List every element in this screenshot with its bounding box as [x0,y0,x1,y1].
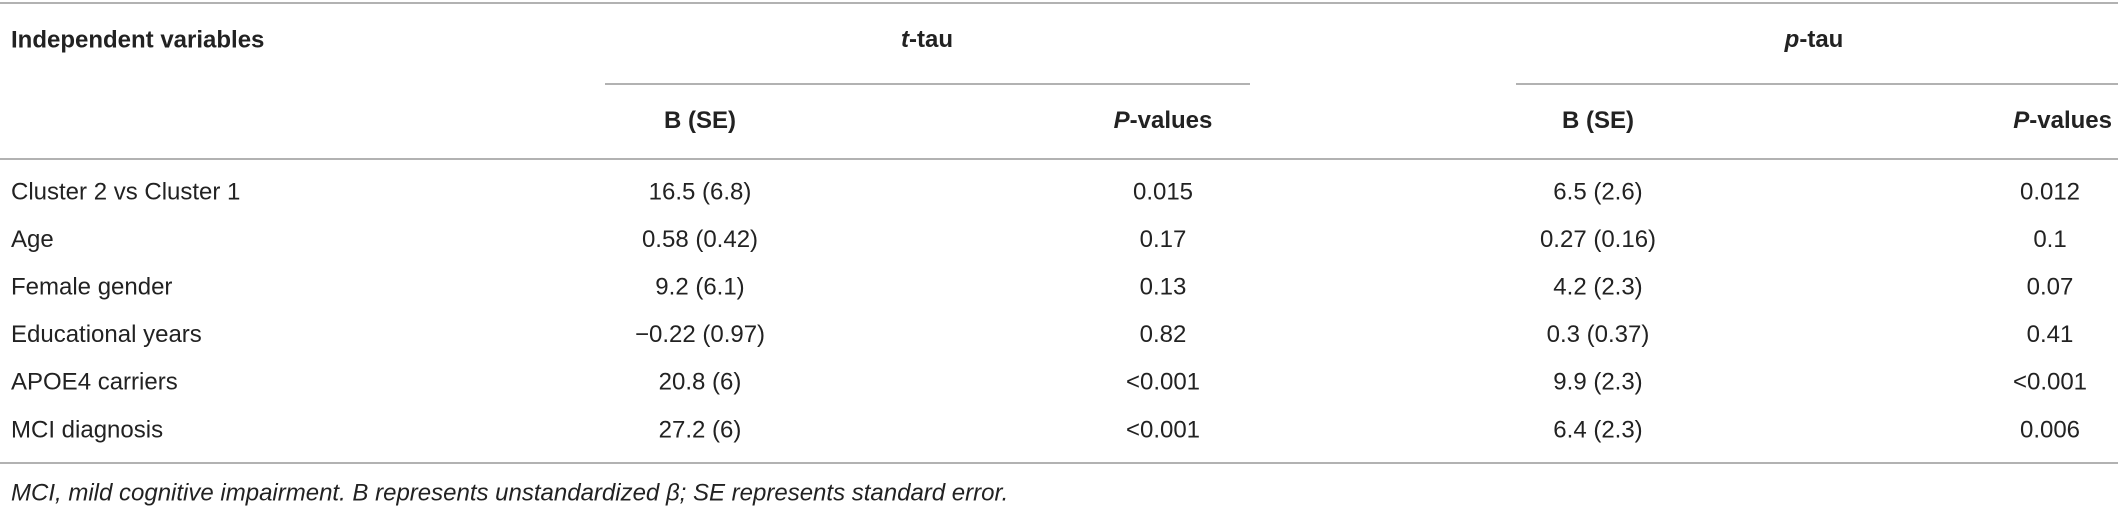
cell: 6.4 (2.3) [1553,416,1642,443]
cell: 20.8 (6) [659,369,742,396]
subheader-italic: P [1114,107,1131,134]
cell: <0.001 [1126,416,1200,443]
cell: <0.001 [2013,369,2087,396]
cell: 0.012 [2020,178,2080,205]
cell: 16.5 (6.8) [649,178,752,205]
cell: 27.2 (6) [659,416,742,443]
cell: 0.27 (0.16) [1540,226,1656,253]
cell: 0.13 [1140,274,1187,301]
subheader-rest: -values [1130,107,1213,134]
cell: 0.41 [2027,321,2074,348]
cell: 0.015 [1133,178,1193,205]
header-first: Independent variables [11,26,264,53]
group-header-italic: t [901,26,910,53]
subheader-rest: -values [2029,107,2112,134]
cell: 9.9 (2.3) [1553,369,1642,396]
subheader: B (SE) [1562,107,1634,134]
subheader-rest: B (SE) [664,107,736,134]
row-label: Female gender [11,274,172,301]
cell: 0.58 (0.42) [642,226,758,253]
subheader-rest: B (SE) [1562,107,1634,134]
cell: 0.17 [1140,226,1187,253]
cell: <0.001 [1126,369,1200,396]
cell: 0.1 [2033,226,2066,253]
row-label: Educational years [11,321,202,348]
cell: −0.22 (0.97) [635,321,765,348]
cell: 0.82 [1140,321,1187,348]
cell: 0.006 [2020,416,2080,443]
subheader: P-values [2013,107,2112,134]
subheader: P-values [1114,107,1213,134]
row-label: Cluster 2 vs Cluster 1 [11,178,240,205]
row-label: Age [11,226,54,253]
row-label: MCI diagnosis [11,416,163,443]
subheader: B (SE) [664,107,736,134]
row-label: APOE4 carriers [11,369,178,396]
subheader-italic: P [2013,107,2030,134]
group-header: t-tau [901,26,953,53]
cell: 0.07 [2027,274,2074,301]
cell: 4.2 (2.3) [1553,274,1642,301]
footnote: MCI, mild cognitive impairment. B repres… [11,479,1008,506]
cell: 6.5 (2.6) [1553,178,1642,205]
group-header-rest: -tau [1799,26,1843,53]
cell: 9.2 (6.1) [655,274,744,301]
group-header-italic: p [1784,26,1800,53]
group-header-rest: -tau [909,26,953,53]
cell: 0.3 (0.37) [1547,321,1650,348]
group-header: p-tau [1784,26,1844,53]
